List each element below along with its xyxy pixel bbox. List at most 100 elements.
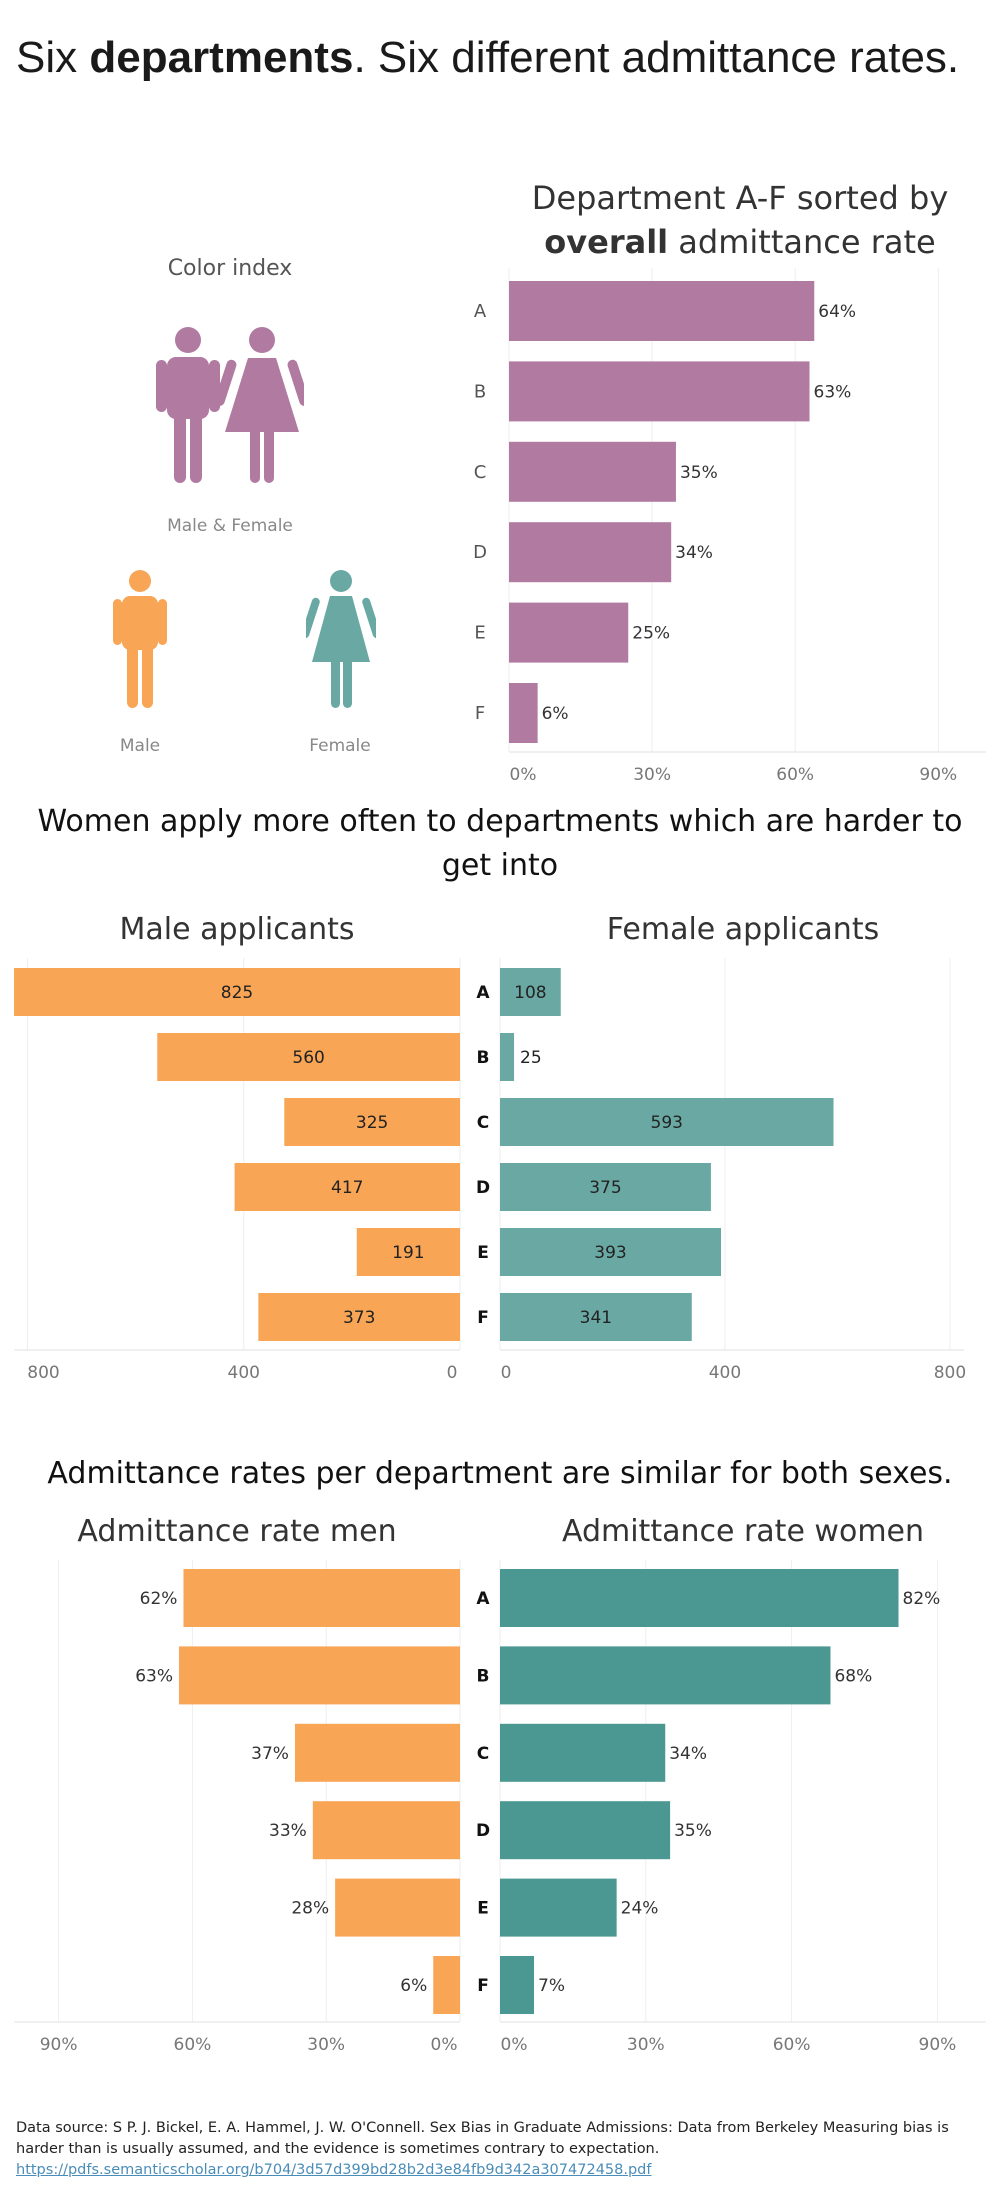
overall-value-label: 25% xyxy=(632,624,670,644)
female-applicants-value-label: 593 xyxy=(651,1113,683,1133)
data-source-link[interactable]: https://pdfs.semanticscholar.org/b704/3d… xyxy=(16,2162,652,2178)
female-applicants-value-label: 375 xyxy=(589,1178,621,1198)
rate-women-title: Admittance rate women xyxy=(561,1514,925,1549)
overall-bar-F xyxy=(509,683,538,743)
rate-men-tick-label: 0% xyxy=(431,2035,458,2055)
overall-tick-label: 90% xyxy=(919,765,957,785)
female-applicants-bar-D xyxy=(500,1163,711,1211)
male-applicants-value-label: 325 xyxy=(356,1113,388,1133)
male-applicants-tick-label: 0 xyxy=(447,1363,458,1383)
overall-category-label: B xyxy=(474,381,486,402)
rate-women-category-label: D xyxy=(476,1821,490,1841)
rate-men-tick-label: 90% xyxy=(40,2035,78,2055)
female-applicants-value-label: 393 xyxy=(594,1243,626,1263)
female-applicants-tick-label: 0 xyxy=(501,1363,512,1383)
data-source-text: S P. J. Bickel, E. A. Hammel, J. W. O'Co… xyxy=(16,2120,949,2157)
rate-women-bar-D xyxy=(500,1801,671,1860)
male-applicants-bar-E xyxy=(356,1228,460,1276)
female-applicants-category-label: D xyxy=(476,1178,490,1198)
rate-women-value-label: 34% xyxy=(669,1744,707,1764)
rate-men-tick-label: 60% xyxy=(174,2035,212,2055)
male-female-label: Male & Female xyxy=(167,516,293,536)
data-source: Data source: S P. J. Bickel, E. A. Hamme… xyxy=(16,2118,976,2181)
overall-value-label: 6% xyxy=(542,704,569,724)
female-applicants-bar-E xyxy=(500,1228,722,1276)
data-source-prefix: Data source: xyxy=(16,2120,113,2136)
rate-women-value-label: 7% xyxy=(538,1976,565,1996)
overall-bar-D xyxy=(509,522,672,583)
rate-women-tick-label: 90% xyxy=(919,2035,957,2055)
rate-women-value-label: 82% xyxy=(903,1589,941,1609)
overall-category-label: F xyxy=(475,703,485,724)
male-applicants-bar-B xyxy=(157,1033,460,1081)
rate-men-bar-A xyxy=(183,1569,461,1627)
female-applicants-category-label: A xyxy=(476,983,490,1003)
male-figure-icon xyxy=(113,570,167,708)
female-applicants-category-label: F xyxy=(477,1308,489,1328)
rates-section-title: Admittance rates per department are simi… xyxy=(47,1456,953,1491)
rate-women-bar-A xyxy=(500,1569,899,1627)
overall-chart-title: Department A-F sorted by overall admittan… xyxy=(531,179,949,261)
rate-men-bar-F xyxy=(433,1956,460,2014)
female-applicants-bar-F xyxy=(500,1293,692,1341)
male-applicants-bar-C xyxy=(284,1098,460,1146)
rate-men-value-label: 63% xyxy=(135,1666,173,1686)
female-applicants-tick-label: 800 xyxy=(934,1363,966,1383)
rate-men-bar-D xyxy=(312,1801,460,1860)
overall-value-label: 35% xyxy=(680,463,718,483)
overall-value-label: 64% xyxy=(818,302,856,322)
male-applicants-bar-A xyxy=(14,968,460,1016)
rate-men-value-label: 37% xyxy=(251,1744,289,1764)
female-applicants-category-label: C xyxy=(477,1113,489,1133)
female-applicants-bar-A xyxy=(500,968,561,1016)
rate-men-value-label: 28% xyxy=(291,1899,329,1919)
overall-bar-A xyxy=(509,281,815,341)
overall-panel: 0% 30% 60% 90% 64% A 63% B 35% C 34% D 25% E 6% F xyxy=(473,268,986,785)
rate-women-category-label: F xyxy=(477,1976,489,1996)
rate-men-bar-B xyxy=(179,1646,460,1705)
male-label: Male xyxy=(119,736,161,756)
female-applicants-category-label: E xyxy=(477,1243,489,1263)
rate-women-bar-F xyxy=(500,1956,535,2014)
overall-category-label: D xyxy=(473,542,487,563)
overall-bar-C xyxy=(509,441,676,502)
rate-men-value-label: 6% xyxy=(400,1976,427,1996)
male-applicants-panel: 800 400 0 825 560 325 417 191 373 xyxy=(14,958,461,1383)
male-applicants-value-label: 417 xyxy=(331,1178,363,1198)
rate-men-tick-label: 30% xyxy=(307,2035,345,2055)
female-applicants-value-label: 341 xyxy=(580,1308,612,1328)
rate-women-category-label: B xyxy=(477,1666,490,1686)
overall-category-label: E xyxy=(474,623,485,644)
rate-men-value-label: 62% xyxy=(140,1589,178,1609)
male-applicants-tick-label: 400 xyxy=(228,1363,260,1383)
overall-bar-B xyxy=(509,361,810,422)
female-applicants-title: Female applicants xyxy=(606,912,880,947)
page-title: Six departments. Six different admittanc… xyxy=(16,33,960,82)
rate-women-panel: 0% 30% 60% 90% 82% A 68% B 34% C 35% D 24% E 7% F xyxy=(476,1560,986,2055)
overall-category-label: C xyxy=(474,462,487,483)
rate-men-bar-C xyxy=(294,1723,460,1782)
male-applicants-value-label: 191 xyxy=(392,1243,424,1263)
rate-women-tick-label: 60% xyxy=(773,2035,811,2055)
rate-women-bar-C xyxy=(500,1723,666,1782)
male-applicants-title: Male applicants xyxy=(119,912,355,947)
female-applicants-bar-B xyxy=(500,1033,515,1081)
color-index: Color index Male & Female Ma xyxy=(110,250,376,770)
male-applicants-tick-label: 800 xyxy=(27,1363,59,1383)
female-figure-icon xyxy=(306,570,376,708)
overall-tick-label: 30% xyxy=(633,765,671,785)
rate-women-value-label: 68% xyxy=(834,1666,872,1686)
female-applicants-category-label: B xyxy=(477,1048,490,1068)
female-applicants-tick-label: 400 xyxy=(709,1363,741,1383)
applicants-section-title: Women apply more often to departments wh… xyxy=(37,804,963,883)
overall-value-label: 63% xyxy=(814,382,852,402)
rate-men-panel: 90% 60% 30% 0% 62% 63% 37% 33% 28% 6% xyxy=(14,1560,461,2055)
rate-women-category-label: C xyxy=(477,1744,489,1764)
overall-tick-label: 0% xyxy=(510,765,537,785)
female-applicants-bar-C xyxy=(500,1098,834,1146)
rate-women-tick-label: 30% xyxy=(627,2035,665,2055)
male-female-icon xyxy=(156,327,304,483)
rate-women-value-label: 24% xyxy=(621,1899,659,1919)
